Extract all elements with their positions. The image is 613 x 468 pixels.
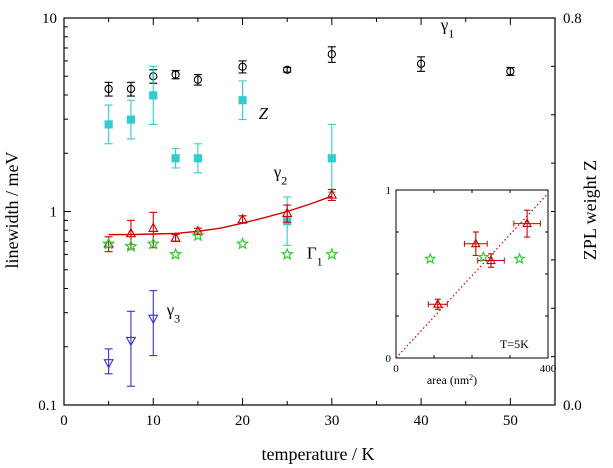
inset-data-point	[477, 250, 490, 263]
data-point	[280, 247, 294, 261]
data-point	[104, 120, 113, 129]
data-point	[327, 154, 336, 163]
inset-x-axis-label: area (nm2)	[427, 373, 477, 388]
y2-axis-label: ZPL weight Z	[580, 160, 600, 260]
data-point	[104, 84, 113, 94]
series-label: Z	[259, 104, 269, 123]
y2-tick-label: 0.0	[563, 398, 582, 414]
y-tick-label: 10	[42, 11, 57, 27]
series-label: γ1	[440, 16, 455, 41]
data-point	[235, 236, 250, 250]
inset-frame	[395, 189, 549, 359]
x-tick-label: 10	[146, 413, 161, 429]
inset-y-tick-label: 0	[386, 353, 392, 365]
x-tick-label: 40	[414, 413, 429, 429]
series-label: Γ1	[307, 244, 323, 269]
x-tick-label: 30	[324, 413, 339, 429]
y-tick-label: 0.1	[38, 398, 57, 414]
data-point	[170, 232, 181, 242]
data-point	[326, 188, 338, 199]
inset-data-point	[486, 255, 496, 265]
data-point	[238, 96, 247, 105]
x-tick-label: 50	[503, 413, 518, 429]
data-point	[238, 62, 247, 71]
inset-data-point	[513, 252, 526, 265]
axis-ticks	[63, 17, 556, 406]
data-point	[125, 227, 137, 238]
inset-y-tick-label: 1	[386, 185, 392, 197]
inset-chart: 0 400 0 1	[386, 185, 557, 375]
data-point	[325, 247, 339, 261]
y-tick-label: 1	[50, 205, 58, 221]
data-point	[171, 70, 180, 79]
data-point	[416, 59, 426, 68]
inset-data-point	[423, 252, 437, 265]
data-point	[124, 239, 138, 253]
y2-tick-label: 0.8	[563, 11, 582, 27]
x-tick-label: 0	[60, 413, 68, 429]
data-point	[506, 67, 515, 76]
data-point	[193, 154, 203, 163]
data-point	[125, 336, 137, 347]
data-point	[148, 314, 159, 325]
inset-x-tick-label: 400	[540, 363, 557, 375]
data-point	[103, 238, 114, 248]
x-tick-label: 20	[235, 413, 250, 429]
inset-x-tick-label: 0	[393, 363, 399, 375]
data-point	[126, 115, 136, 124]
data-point	[171, 154, 180, 163]
data-point	[146, 236, 160, 250]
fit-curve	[108, 195, 333, 236]
data-point	[168, 247, 183, 261]
data-point	[148, 222, 159, 232]
series-label: γ3	[166, 301, 181, 326]
data-point	[191, 228, 205, 242]
data-point	[126, 84, 136, 94]
x-axis-label: temperature / K	[262, 444, 375, 464]
data-point	[327, 50, 336, 59]
data-point	[149, 91, 158, 100]
y-axis-label: linewidth / meV	[2, 152, 22, 269]
data-point	[101, 236, 116, 250]
series-label: γ2	[273, 162, 288, 187]
data-point	[193, 75, 203, 84]
inset-temperature-note: T=5K	[500, 337, 529, 351]
chart-marks	[101, 46, 515, 387]
inset-data-point	[522, 218, 532, 228]
data-point	[103, 359, 114, 369]
inset-data-point	[470, 238, 481, 248]
inset-data-point	[432, 298, 443, 308]
inset-guide-line	[395, 192, 549, 359]
series-annotations: γ1 Zγ2 Γ1 γ3	[166, 16, 455, 326]
data-point	[283, 65, 292, 74]
